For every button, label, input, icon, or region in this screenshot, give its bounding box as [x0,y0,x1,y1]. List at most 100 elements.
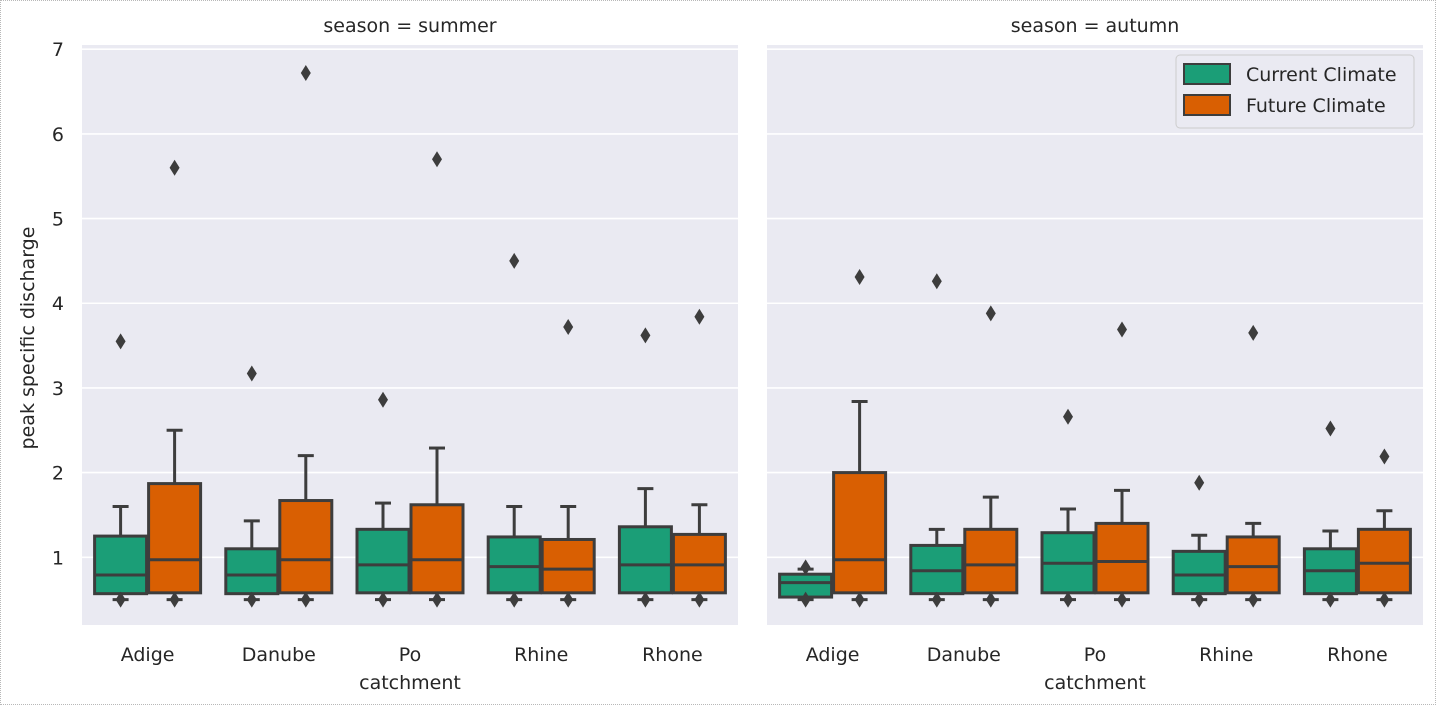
outlier-marker [1248,591,1259,608]
x-tick-label: Danube [927,644,1001,666]
legend-box [1175,54,1415,129]
box-adige-current [778,559,834,608]
x-tick-label: Rhine [1199,644,1253,666]
outlier-marker [640,591,651,608]
box-po-future [1094,321,1150,608]
outlier-marker [563,318,574,335]
outlier-marker [1194,474,1205,491]
y-tick-label: 4 [52,293,64,315]
outlier-marker [931,591,942,608]
box-iqr [540,537,596,595]
box-danube-current [224,365,280,608]
outlier-marker [1063,591,1073,608]
outlier-marker [985,305,996,322]
outlier-marker [563,591,574,608]
y-tick-label: 1 [52,547,64,569]
outlier-marker [800,559,811,576]
outlier-marker [1117,321,1127,338]
outlier-marker [854,269,865,285]
box-rhine-future [540,318,596,608]
x-axis-label: catchment [1044,672,1146,694]
box-po-current [1040,408,1096,608]
outlier-marker [378,591,388,608]
x-tick-label: Po [399,644,421,666]
box-po-current [355,391,411,608]
y-tick-label: 2 [52,463,64,485]
box-iqr [617,525,673,595]
y-tick-label: 3 [52,378,64,400]
outlier-marker [378,391,388,408]
outlier-marker [432,151,442,168]
box-rhone-future [1356,448,1412,608]
box-iqr [1356,527,1412,595]
box-rhone-current [1302,420,1358,608]
box-rhine-current [486,252,542,608]
x-tick-label: Adige [121,644,175,666]
box-rhine-future [1225,324,1281,608]
x-tick-label: Rhone [642,644,703,666]
outlier-marker [694,308,705,325]
outlier-marker [1379,448,1390,465]
x-tick-label: Po [1084,644,1106,666]
box-adige-current [93,333,149,608]
box-rhone-current [617,327,673,608]
outlier-marker [169,159,180,176]
y-axis-label: peak specific discharge [17,227,39,450]
box-iqr [963,527,1019,595]
x-tick-label: Adige [806,644,860,666]
y-tick-label: 6 [52,124,64,146]
outlier-marker [1063,408,1073,425]
outlier-marker [115,591,126,608]
box-iqr [1225,535,1281,595]
box-danube-future [278,64,334,608]
box-iqr [355,527,411,595]
box-iqr [224,547,280,596]
legend-swatch [1183,94,1231,116]
box-iqr [409,503,465,595]
box-rhine-current [1171,474,1227,608]
box-adige-future [832,269,888,608]
outlier-marker [1325,591,1336,608]
box-po-future [409,151,465,608]
box-danube-future [963,305,1019,608]
outlier-marker [169,591,180,608]
outlier-marker [300,591,311,608]
y-tick-label: 7 [52,39,64,61]
box-iqr [278,499,334,595]
outlier-marker [115,333,126,350]
outlier-marker [432,591,442,608]
box-iqr [1171,549,1227,596]
legend-label: Current Climate [1246,64,1397,86]
box-adige-future [147,159,203,608]
box-iqr [1094,521,1150,595]
box-iqr [486,535,542,595]
legend-label: Future Climate [1246,95,1386,117]
outlier-marker [509,252,520,269]
x-tick-label: Rhone [1327,644,1388,666]
outlier-marker [246,591,257,608]
box-rhone-future [671,308,727,608]
box-iqr [93,534,149,596]
outlier-marker [931,273,942,290]
outlier-marker [694,591,705,608]
outlier-marker [854,591,865,608]
x-tick-label: Danube [242,644,316,666]
outlier-marker [1194,591,1205,608]
y-tick-label: 5 [52,209,64,231]
outlier-marker [509,591,520,608]
panel-title: season = summer [323,15,496,37]
x-tick-label: Rhine [514,644,568,666]
panel-title: season = autumn [1011,15,1180,37]
outlier-marker [1248,324,1259,341]
outlier-marker [246,365,257,382]
box-iqr [832,471,888,595]
box-iqr [147,482,203,595]
outlier-marker [640,327,651,344]
outlier-marker [1325,420,1336,437]
outlier-marker [800,591,811,608]
outlier-marker [300,64,311,81]
outlier-marker [1379,591,1390,608]
legend-swatch [1183,63,1231,85]
x-axis-label: catchment [359,672,461,694]
